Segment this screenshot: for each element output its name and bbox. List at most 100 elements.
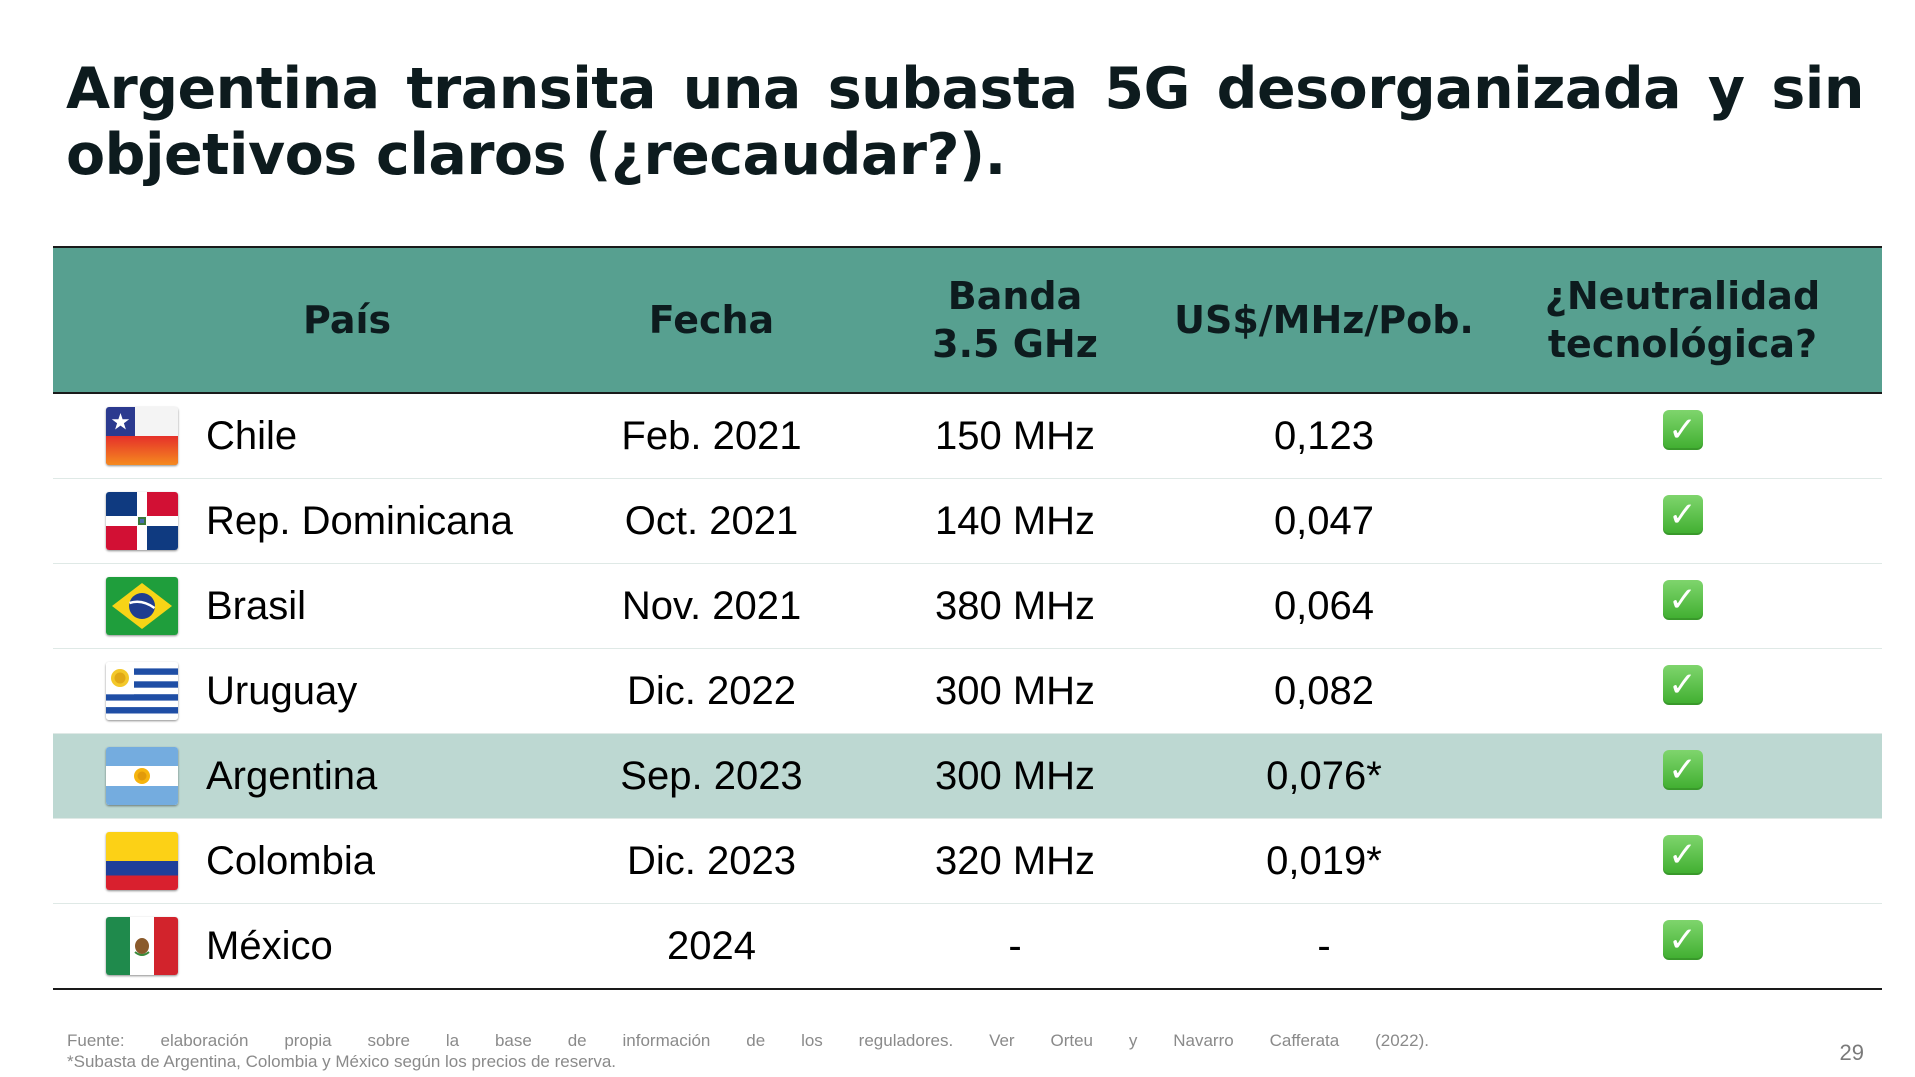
table-row: Colombia Dic. 2023 320 MHz 0,019* ✓: [53, 818, 1882, 904]
table-header-row: País Fecha Banda 3.5 GHz US$/MHz/Pob. ¿N…: [53, 247, 1882, 393]
precio-cell: 0,019*: [1165, 818, 1483, 904]
precio-cell: 0,082: [1165, 648, 1483, 734]
precio-cell: 0,076*: [1165, 733, 1483, 819]
neutralidad-cell: ✓: [1483, 478, 1882, 564]
title-word: desorganizada: [1216, 56, 1682, 122]
check-mark-icon: ✓: [1662, 494, 1703, 535]
precio-cell: -: [1165, 903, 1483, 990]
fecha-cell: Oct. 2021: [558, 478, 865, 564]
header-neutralidad-line2: tecnológica?: [1547, 322, 1818, 366]
neutralidad-cell: ✓: [1483, 903, 1882, 990]
banda-cell: 150 MHz: [865, 393, 1165, 479]
banda-cell: -: [865, 903, 1165, 990]
footnote-source: Fuente: elaboración propia sobre la base…: [67, 1030, 1429, 1051]
neutralidad-cell: ✓: [1483, 393, 1882, 479]
title-word: transita: [406, 56, 656, 122]
brazil-flag-icon: [106, 577, 178, 635]
header-pais: País: [303, 298, 392, 342]
country-name: Colombia: [178, 818, 558, 904]
fecha-cell: Dic. 2022: [558, 648, 865, 734]
uruguay-flag-icon: [106, 662, 178, 720]
footnote-word: elaboración: [160, 1031, 249, 1050]
title-word: sin: [1771, 56, 1864, 122]
title-word: 5G: [1104, 56, 1190, 122]
country-name: Rep. Dominicana: [178, 478, 558, 564]
footnote-word: los: [801, 1031, 823, 1050]
banda-cell: 320 MHz: [865, 818, 1165, 904]
fecha-cell: Feb. 2021: [558, 393, 865, 479]
table-row: Brasil Nov. 2021 380 MHz 0,064 ✓: [53, 563, 1882, 649]
dominican-republic-flag-icon: [106, 492, 178, 550]
neutralidad-cell: ✓: [1483, 818, 1882, 904]
auction-comparison-table: País Fecha Banda 3.5 GHz US$/MHz/Pob. ¿N…: [53, 246, 1882, 990]
country-name: Chile: [178, 393, 558, 479]
footnote-word: reguladores.: [858, 1031, 954, 1050]
table-row-highlighted: Argentina Sep. 2023 300 MHz 0,076* ✓: [53, 733, 1882, 819]
banda-cell: 140 MHz: [865, 478, 1165, 564]
table-row: México 2024 - - ✓: [53, 903, 1882, 990]
footnote-word: (2022).: [1375, 1031, 1429, 1050]
banda-cell: 380 MHz: [865, 563, 1165, 649]
footnote-word: Cafferata: [1269, 1031, 1340, 1050]
footnote-word: Ver: [989, 1031, 1015, 1050]
header-banda-line2: 3.5 GHz: [932, 322, 1098, 366]
precio-cell: 0,047: [1165, 478, 1483, 564]
country-name: Argentina: [178, 733, 558, 819]
table-row: Chile Feb. 2021 150 MHz 0,123 ✓: [53, 393, 1882, 479]
mexico-flag-icon: [106, 917, 178, 975]
title-word: subasta: [827, 56, 1078, 122]
flag-cell: [53, 733, 178, 819]
header-neutralidad-line1: ¿Neutralidad: [1544, 274, 1821, 318]
footnote-note: *Subasta de Argentina, Colombia y México…: [67, 1052, 617, 1071]
footnote-word: y: [1128, 1031, 1138, 1050]
footnote-word: sobre: [367, 1031, 410, 1050]
flag-cell: [53, 818, 178, 904]
header-neutralidad: ¿Neutralidad tecnológica?: [1483, 247, 1882, 393]
banda-cell: 300 MHz: [865, 733, 1165, 819]
fecha-cell: Nov. 2021: [558, 563, 865, 649]
check-mark-icon: ✓: [1662, 579, 1703, 620]
precio-cell: 0,064: [1165, 563, 1483, 649]
page-number: 29: [1839, 1040, 1864, 1065]
title-line-1: Argentina transita una subasta 5G desorg…: [66, 56, 1864, 122]
argentina-flag-icon: [106, 747, 178, 805]
footnote-word: Navarro: [1173, 1031, 1234, 1050]
fecha-cell: Dic. 2023: [558, 818, 865, 904]
check-mark-icon: ✓: [1662, 664, 1703, 705]
neutralidad-cell: ✓: [1483, 733, 1882, 819]
check-mark-icon: ✓: [1662, 834, 1703, 875]
footnote-word: información: [622, 1031, 711, 1050]
header-fecha: Fecha: [648, 298, 775, 342]
footnote-word: la: [445, 1031, 460, 1050]
table-row: Rep. Dominicana Oct. 2021 140 MHz 0,047 …: [53, 478, 1882, 564]
fecha-cell: Sep. 2023: [558, 733, 865, 819]
country-name: México: [178, 903, 558, 990]
check-mark-icon: ✓: [1662, 749, 1703, 790]
footnote-word: base: [494, 1031, 532, 1050]
table-row: Uruguay Dic. 2022 300 MHz 0,082 ✓: [53, 648, 1882, 734]
flag-cell: [53, 563, 178, 649]
footnote-word: propia: [284, 1031, 332, 1050]
neutralidad-cell: ✓: [1483, 648, 1882, 734]
title-word: y: [1707, 56, 1745, 122]
title-line-2: objetivos claros (¿recaudar?).: [66, 122, 1006, 188]
footnote-word: Fuente:: [67, 1031, 125, 1050]
footnote: Fuente: elaboración propia sobre la base…: [67, 1030, 1429, 1072]
header-banda-line1: Banda: [947, 274, 1083, 318]
country-name: Brasil: [178, 563, 558, 649]
title-word: una: [682, 56, 802, 122]
colombia-flag-icon: [106, 832, 178, 890]
chile-flag-icon: [106, 407, 178, 465]
slide-title: Argentina transita una subasta 5G desorg…: [66, 56, 1864, 188]
title-word: Argentina: [66, 56, 380, 122]
banda-cell: 300 MHz: [865, 648, 1165, 734]
footnote-word: Orteu: [1050, 1031, 1093, 1050]
precio-cell: 0,123: [1165, 393, 1483, 479]
header-banda: Banda 3.5 GHz: [865, 247, 1165, 393]
footnote-word: de: [567, 1031, 587, 1050]
flag-cell: [53, 393, 178, 479]
check-mark-icon: ✓: [1662, 919, 1703, 960]
header-precio: US$/MHz/Pob.: [1174, 298, 1474, 342]
flag-cell: [53, 478, 178, 564]
header-flag: [53, 247, 178, 393]
